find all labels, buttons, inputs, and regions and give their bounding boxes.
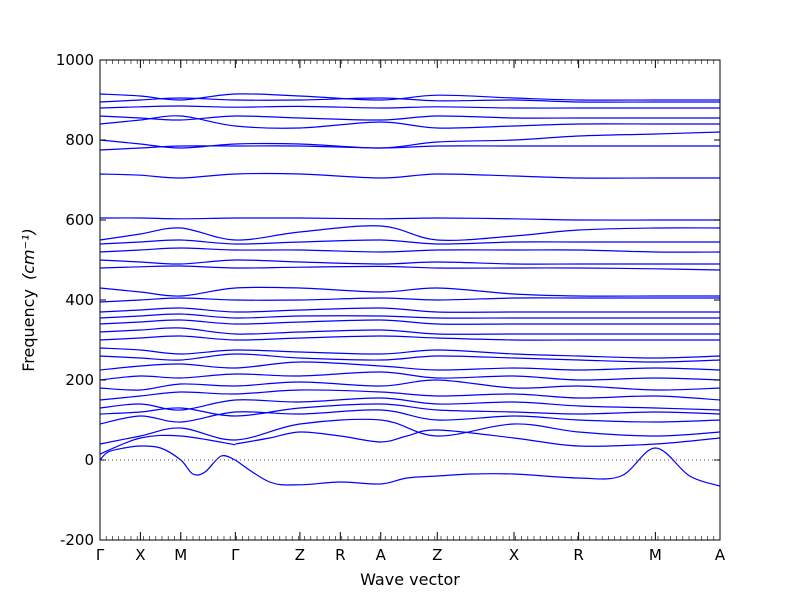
x-tick-label-9: X (509, 546, 519, 564)
band-line-5 (99, 418, 721, 445)
x-tick-label-5: Z (295, 546, 305, 564)
band-line-24 (99, 247, 721, 253)
x-tick-label-7: A (376, 546, 387, 564)
band-line-11 (99, 371, 721, 381)
x-tick-label-6: R (335, 546, 345, 564)
band-line-12 (99, 361, 721, 371)
band-line-32 (99, 115, 720, 121)
band-lines (99, 93, 721, 487)
band-line-34 (99, 97, 720, 103)
band-line-33 (99, 105, 720, 109)
x-tick-label-8: Z (432, 546, 442, 564)
y-tick-label: -200 (60, 531, 94, 549)
band-line-17 (99, 319, 720, 325)
band-line-1 (99, 445, 236, 476)
y-axis-label: Frequency (cm⁻¹) (19, 228, 38, 371)
band-line-19 (99, 307, 720, 313)
band-line-6 (99, 409, 721, 425)
band-line-8 (99, 397, 721, 411)
band-line-27 (99, 217, 720, 221)
band-line-9 (99, 389, 721, 401)
y-axis-label-unit: (cm⁻¹) (19, 228, 38, 280)
x-tick-label-3: M (174, 546, 187, 564)
y-axis-label-text: Frequency (19, 289, 38, 372)
band-line-10 (99, 379, 721, 391)
y-tick-label: 400 (65, 291, 94, 309)
y-tick-label: 200 (65, 371, 94, 389)
band-line-15 (99, 335, 720, 341)
x-axis-label: Wave vector (360, 570, 460, 589)
band-line-28 (99, 172, 720, 179)
x-tick-label-4: Γ (231, 546, 240, 564)
y-tick-label: 1000 (56, 51, 94, 69)
band-line-3 (234, 447, 721, 487)
band-line-26 (99, 225, 721, 241)
band-line-22 (99, 265, 721, 271)
band-line-4 (235, 429, 721, 447)
band-line-7 (99, 403, 721, 417)
y-tick-label: 600 (65, 211, 94, 229)
band-line-20 (99, 297, 720, 303)
x-tick-label-1: Γ (96, 546, 105, 564)
y-tick-label: 800 (65, 131, 94, 149)
band-line-21 (99, 286, 720, 297)
band-line-16 (99, 327, 720, 335)
y-tick-label: 0 (84, 451, 94, 469)
plot-frame (99, 59, 721, 541)
band-line-2 (99, 434, 236, 455)
x-tick-label-10: R (573, 546, 583, 564)
x-tick-label-12: A (715, 546, 726, 564)
band-line-14 (99, 347, 721, 359)
band-line-35 (99, 93, 720, 101)
band-line-23 (99, 259, 720, 265)
band-line-13 (99, 353, 721, 363)
band-line-25 (99, 239, 720, 245)
y-axis-ticks: -200 0 200 400 600 800 1000 (56, 51, 720, 549)
band-line-30 (99, 131, 721, 149)
x-tick-label-2: X (135, 546, 145, 564)
band-line-18 (99, 313, 720, 319)
band-line-31 (99, 115, 720, 129)
x-tick-label-11: M (649, 546, 662, 564)
